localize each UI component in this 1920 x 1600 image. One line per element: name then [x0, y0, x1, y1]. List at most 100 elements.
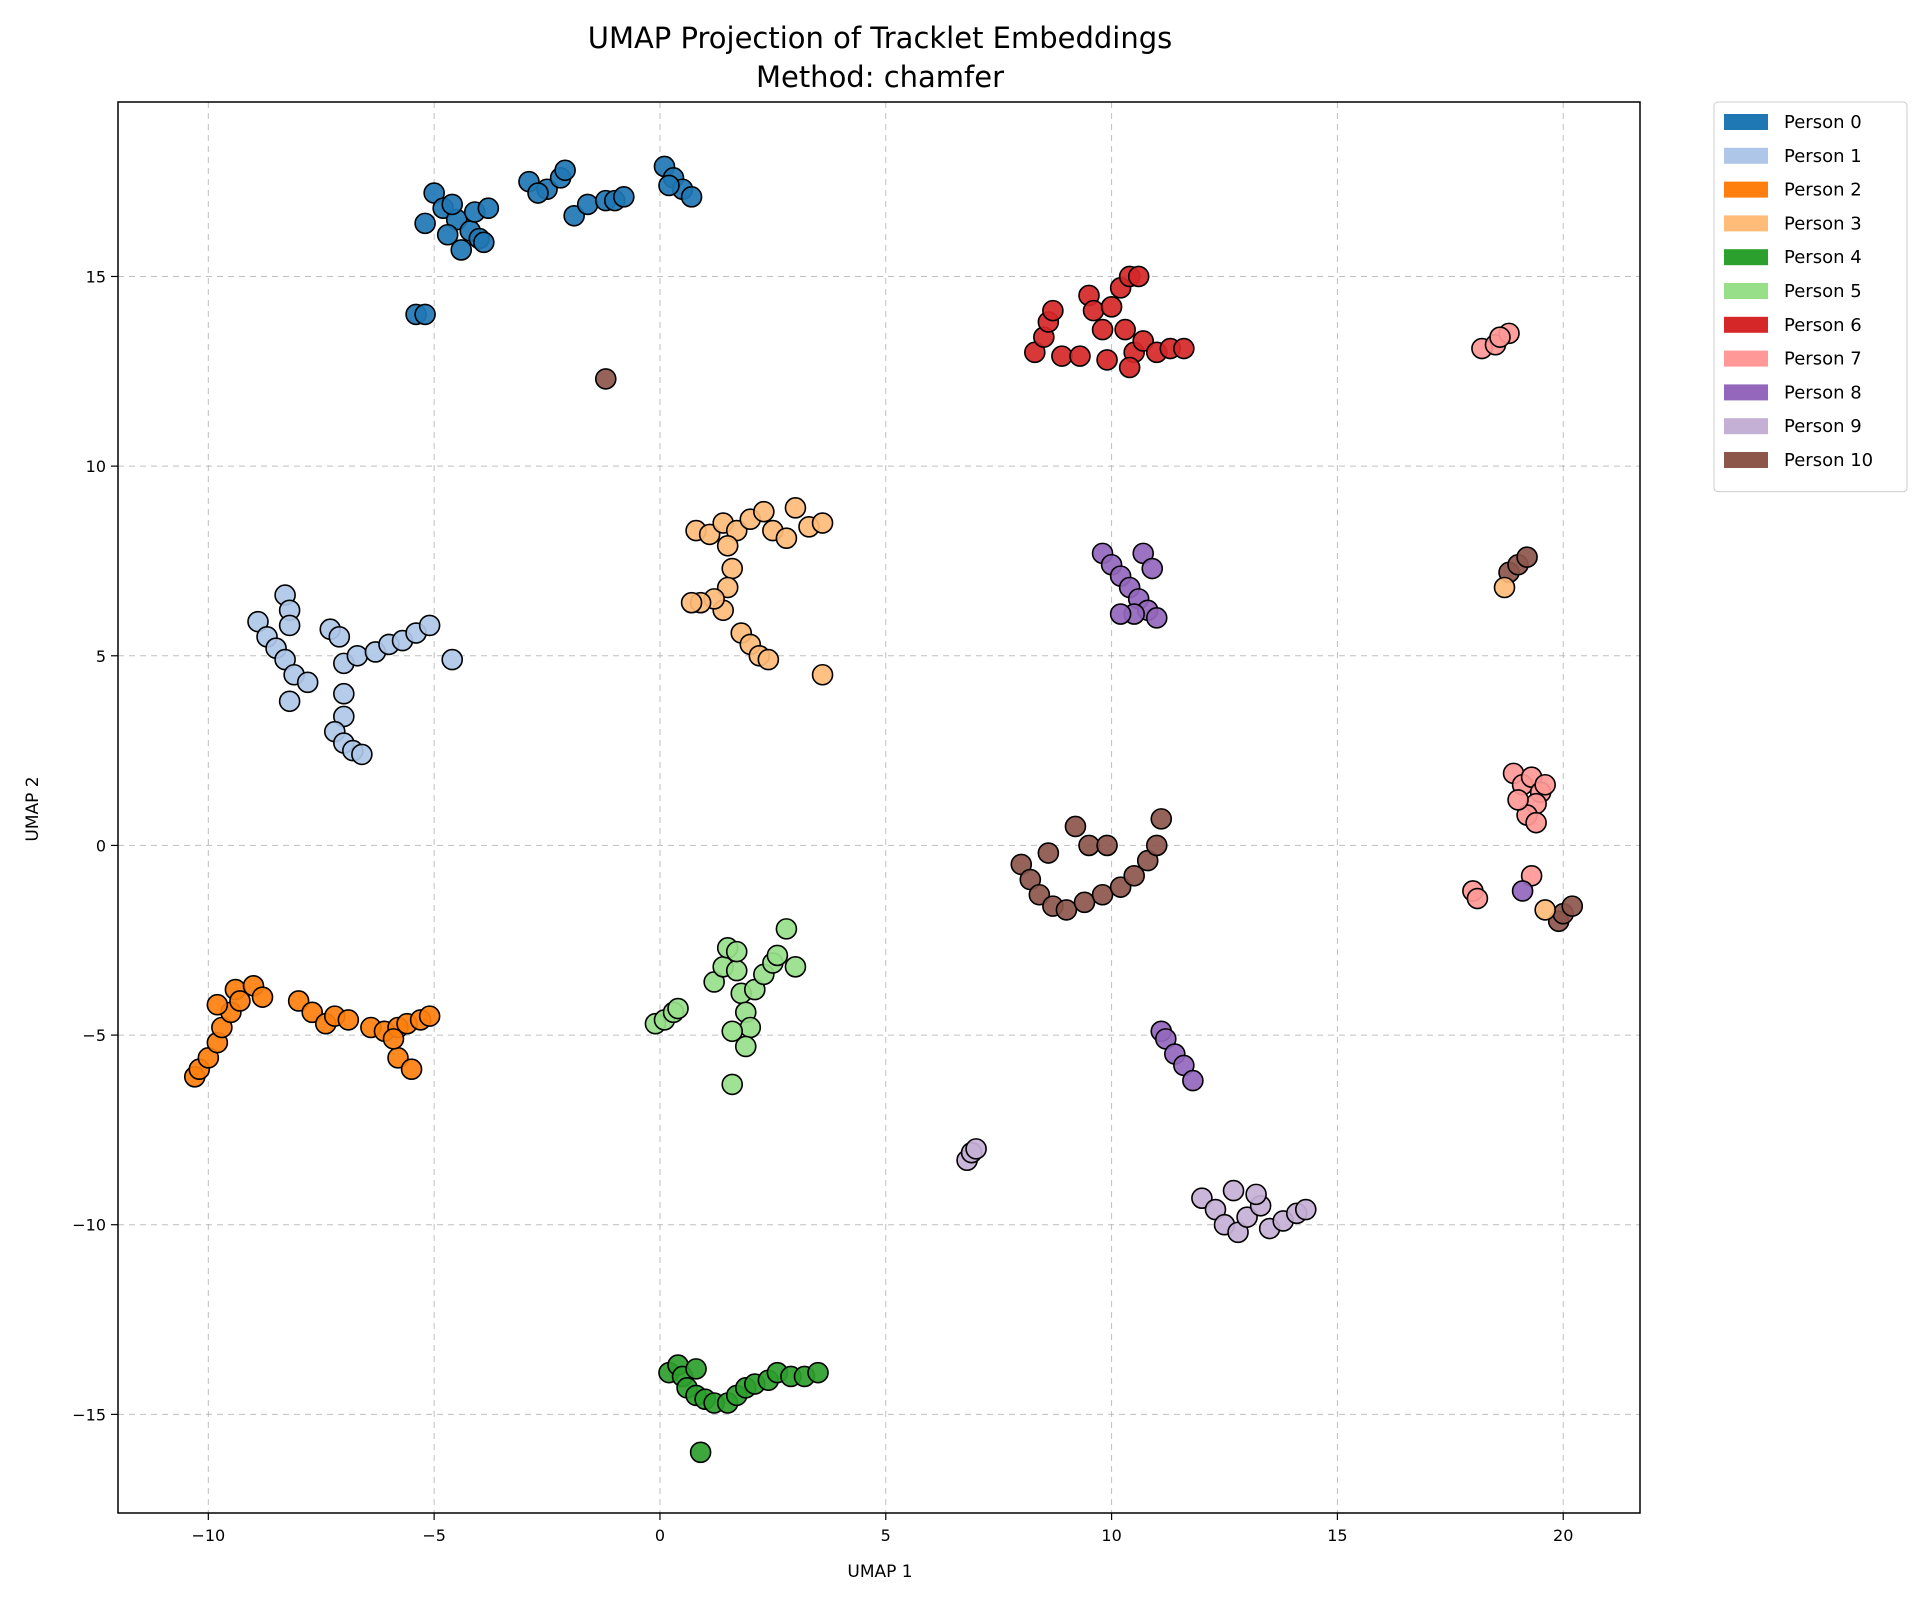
- data-point-series-3: [721, 557, 744, 580]
- data-point-series-1: [441, 648, 464, 671]
- data-point-series-2: [229, 990, 251, 1012]
- legend-swatch: [1724, 114, 1768, 130]
- y-tick-label: 5: [96, 647, 106, 666]
- data-point-series-3: [784, 497, 807, 519]
- data-point-series-7: [1466, 887, 1489, 910]
- data-point-series-6: [1100, 296, 1123, 318]
- data-point-series-0: [441, 193, 464, 216]
- data-point-series-1: [418, 614, 441, 637]
- data-point-series-2: [251, 986, 274, 1008]
- legend-swatch: [1724, 215, 1768, 232]
- data-point-series-9: [1222, 1179, 1245, 1202]
- plot-frame: [117, 101, 1641, 1514]
- data-point-series-10: [594, 368, 617, 390]
- legend-entry: Person 3: [1784, 213, 1862, 234]
- legend-entry: Person 1: [1784, 146, 1862, 167]
- data-point-series-4: [807, 1361, 829, 1384]
- y-tick-label: −10: [72, 1216, 106, 1235]
- legend-entry: Person 8: [1784, 382, 1862, 403]
- data-point-series-3: [753, 500, 775, 523]
- data-point-series-5: [784, 956, 807, 978]
- data-point-series-7: [1534, 773, 1556, 796]
- legend-swatch: [1724, 418, 1768, 435]
- data-point-series-6: [1118, 356, 1141, 379]
- data-point-series-5: [775, 918, 798, 940]
- data-point-series-6: [1069, 345, 1091, 367]
- x-tick-label: −5: [422, 1526, 446, 1545]
- legend-swatch: [1724, 249, 1768, 266]
- data-point-series-10: [1078, 834, 1100, 857]
- x-tick-label: 0: [655, 1526, 665, 1545]
- legend-entry: Person 4: [1784, 247, 1862, 268]
- data-point-series-8: [1145, 607, 1168, 629]
- data-point-series-6: [1042, 299, 1064, 322]
- data-point-series-3: [775, 527, 798, 549]
- data-point-series-5: [667, 997, 689, 1020]
- data-point-series-10: [1096, 834, 1118, 857]
- y-axis: −15 −10 −5 0 5 10 15: [72, 267, 118, 1424]
- data-point-series-1: [328, 626, 351, 648]
- data-point-series-0: [436, 223, 459, 246]
- legend-swatch: [1724, 350, 1768, 367]
- data-point-series-11: [1493, 576, 1516, 599]
- data-point-series-10: [1145, 834, 1168, 857]
- data-point-series-2: [418, 1005, 441, 1027]
- data-point-series-2: [400, 1058, 423, 1081]
- data-point-series-6: [1051, 345, 1073, 367]
- data-point-series-1: [333, 682, 355, 705]
- legend-entry: Person 5: [1784, 281, 1862, 302]
- legend: Person 0 Person 1 Person 2 Person 3 Person 4…: [1713, 101, 1908, 493]
- data-point-series-0: [680, 186, 703, 208]
- data-point-series-5: [721, 1073, 744, 1096]
- data-point-series-0: [554, 159, 576, 182]
- data-point-series-0: [527, 182, 549, 204]
- data-point-series-0: [450, 239, 473, 261]
- data-point-series-5: [766, 944, 789, 967]
- legend-swatch: [1724, 384, 1768, 401]
- legend-entry: Person 0: [1784, 112, 1862, 133]
- data-point-series-8: [1141, 557, 1164, 580]
- data-point-series-1: [351, 743, 373, 766]
- chart-title: UMAP Projection of Tracklet Embeddings: [588, 21, 1173, 55]
- data-point-series-0: [414, 303, 436, 326]
- data-point-series-10: [1516, 546, 1538, 568]
- data-point-series-10: [1561, 895, 1584, 917]
- x-axis-label: UMAP 1: [847, 1562, 912, 1582]
- legend-swatch: [1724, 147, 1768, 164]
- data-point-series-3: [811, 663, 834, 686]
- legend-swatch: [1724, 181, 1768, 198]
- data-point-series-1: [296, 671, 319, 694]
- legend-entry: Person 10: [1784, 450, 1873, 471]
- y-axis-label: UMAP 2: [23, 776, 43, 841]
- data-point-series-5: [725, 959, 748, 982]
- data-point-series-4: [689, 1441, 712, 1464]
- data-point-series-10: [1055, 899, 1078, 921]
- data-point-series-0: [477, 197, 500, 220]
- data-point-series-6: [1127, 265, 1150, 288]
- data-point-series-6: [1173, 337, 1195, 360]
- gridlines: [118, 102, 1640, 1513]
- data-point-series-7: [1489, 326, 1511, 348]
- data-point-series-0: [576, 193, 599, 216]
- chart-subtitle: Method: chamfer: [756, 60, 1004, 94]
- data-point-series-9: [965, 1138, 987, 1160]
- data-point-series-8: [1182, 1069, 1204, 1092]
- data-point-series-7: [1525, 811, 1547, 834]
- data-point-series-0: [414, 212, 436, 235]
- data-point-series-2: [382, 1028, 405, 1050]
- data-point-series-10: [1123, 864, 1145, 887]
- legend-entry: Person 6: [1784, 315, 1862, 336]
- data-point-series-11: [1534, 899, 1556, 921]
- data-point-series-9: [1294, 1198, 1317, 1221]
- data-point-series-0: [658, 174, 680, 197]
- data-point-series-10: [1091, 883, 1114, 906]
- legend-entry: Person 9: [1784, 416, 1862, 437]
- data-point-series-3: [811, 512, 834, 534]
- data-point-series-3: [680, 591, 703, 614]
- data-point-series-6: [1091, 318, 1114, 341]
- data-point-series-0: [613, 186, 635, 208]
- data-point-series-9: [1245, 1183, 1267, 1206]
- data-point-series-6: [1114, 318, 1136, 341]
- scatter-points: [183, 155, 1584, 1464]
